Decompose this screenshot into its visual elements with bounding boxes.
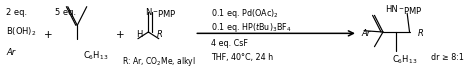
- Text: HN: HN: [385, 5, 398, 14]
- Text: R: R: [156, 30, 162, 39]
- Text: $^{-}$PMP: $^{-}$PMP: [152, 8, 176, 19]
- Text: +: +: [116, 30, 125, 40]
- Text: Ar: Ar: [6, 48, 16, 57]
- Text: +: +: [44, 30, 52, 40]
- Text: R: R: [418, 29, 424, 38]
- Text: R: Ar, CO$_2$Me, alkyl: R: Ar, CO$_2$Me, alkyl: [122, 55, 196, 68]
- Text: 2 eq.: 2 eq.: [6, 8, 27, 17]
- Text: N: N: [145, 8, 151, 17]
- Text: $^{-}$PMP: $^{-}$PMP: [398, 5, 422, 16]
- Text: B(OH)$_2$: B(OH)$_2$: [6, 25, 36, 38]
- Text: dr ≥ 8:1: dr ≥ 8:1: [431, 53, 464, 62]
- Text: 5 eq.: 5 eq.: [55, 8, 76, 17]
- Text: THF, 40°C, 24 h: THF, 40°C, 24 h: [211, 53, 273, 62]
- Text: H: H: [137, 30, 143, 39]
- Text: C$_6$H$_{13}$: C$_6$H$_{13}$: [83, 49, 108, 62]
- Text: C$_6$H$_{13}$: C$_6$H$_{13}$: [392, 53, 418, 66]
- Text: 0.1 eq. Pd(OAc)$_2$: 0.1 eq. Pd(OAc)$_2$: [211, 7, 279, 20]
- Text: 0.1 eq. HP($t$Bu)$_3$BF$_4$: 0.1 eq. HP($t$Bu)$_3$BF$_4$: [211, 21, 292, 34]
- Text: Ar: Ar: [361, 29, 371, 38]
- Text: 4 eq. CsF: 4 eq. CsF: [211, 39, 248, 48]
